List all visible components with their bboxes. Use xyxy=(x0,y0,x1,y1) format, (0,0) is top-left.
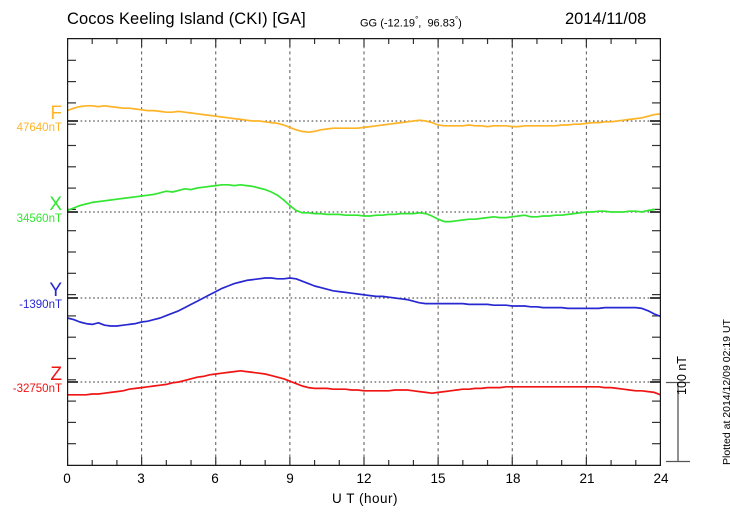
component-letter-z: Z xyxy=(50,364,62,385)
degree-icon-lat: ° xyxy=(415,15,419,24)
component-baseline-z: -32750nT xyxy=(12,383,62,395)
component-traces xyxy=(67,104,661,396)
magnetogram-plot xyxy=(67,38,661,466)
geo-open-paren: ( xyxy=(380,17,384,30)
x-axis-title-text: U T (hour) xyxy=(331,491,399,506)
scale-bar-label: 100 nT xyxy=(675,356,689,395)
component-baselines xyxy=(68,120,660,383)
observation-date: 2014/11/08 xyxy=(565,10,647,28)
xtick-label-0: 0 xyxy=(63,471,71,486)
scale-bar xyxy=(666,381,690,463)
component-label-x: X 34560nT xyxy=(0,195,62,226)
xtick-label-24: 24 xyxy=(653,471,669,486)
degree-icon-lon: ° xyxy=(454,15,459,24)
component-letter-f: F xyxy=(50,103,62,124)
x-axis-title: U T (hour) xyxy=(0,491,730,506)
trace-Y xyxy=(67,277,661,327)
xtick-label-15: 15 xyxy=(430,471,446,486)
xtick-label-12: 12 xyxy=(356,471,372,486)
xtick-label-18: 18 xyxy=(505,471,521,486)
plot-frame xyxy=(67,38,661,466)
component-label-z: Z -32750nT xyxy=(0,365,62,396)
component-label-y: Y -1390nT xyxy=(0,281,62,312)
y-axis-ticks xyxy=(68,59,660,445)
trace-Z xyxy=(67,369,661,396)
xtick-label-6: 6 xyxy=(211,471,219,486)
geo-longitude: 96.83 xyxy=(427,17,455,30)
trace-F xyxy=(67,104,661,134)
component-baseline-y: -1390nT xyxy=(19,299,62,311)
geo-prefix: GG xyxy=(360,17,378,30)
geo-separator: , xyxy=(418,17,428,30)
vertical-gridlines xyxy=(141,39,587,465)
geo-close-paren: ) xyxy=(458,17,462,30)
xtick-label-3: 3 xyxy=(137,471,145,486)
component-letter-x: X xyxy=(49,194,62,215)
geo-latitude: -12.19 xyxy=(383,17,416,30)
xtick-label-9: 9 xyxy=(286,471,294,486)
component-label-f: F 47640nT xyxy=(0,104,62,135)
xtick-label-21: 21 xyxy=(579,471,595,486)
page-title: Cocos Keeling Island (CKI) [GA] xyxy=(67,10,306,28)
geographic-coordinates: GG (-12.19°, 96.83°) xyxy=(360,15,462,30)
trace-X xyxy=(67,183,656,223)
component-baseline-x: 34560nT xyxy=(16,213,62,225)
component-letter-y: Y xyxy=(49,280,62,301)
plotted-at-timestamp: Plotted at 2014/12/09 02:19 UT xyxy=(721,319,730,465)
component-baseline-f: 47640nT xyxy=(16,122,62,134)
plot-canvas xyxy=(67,38,661,466)
